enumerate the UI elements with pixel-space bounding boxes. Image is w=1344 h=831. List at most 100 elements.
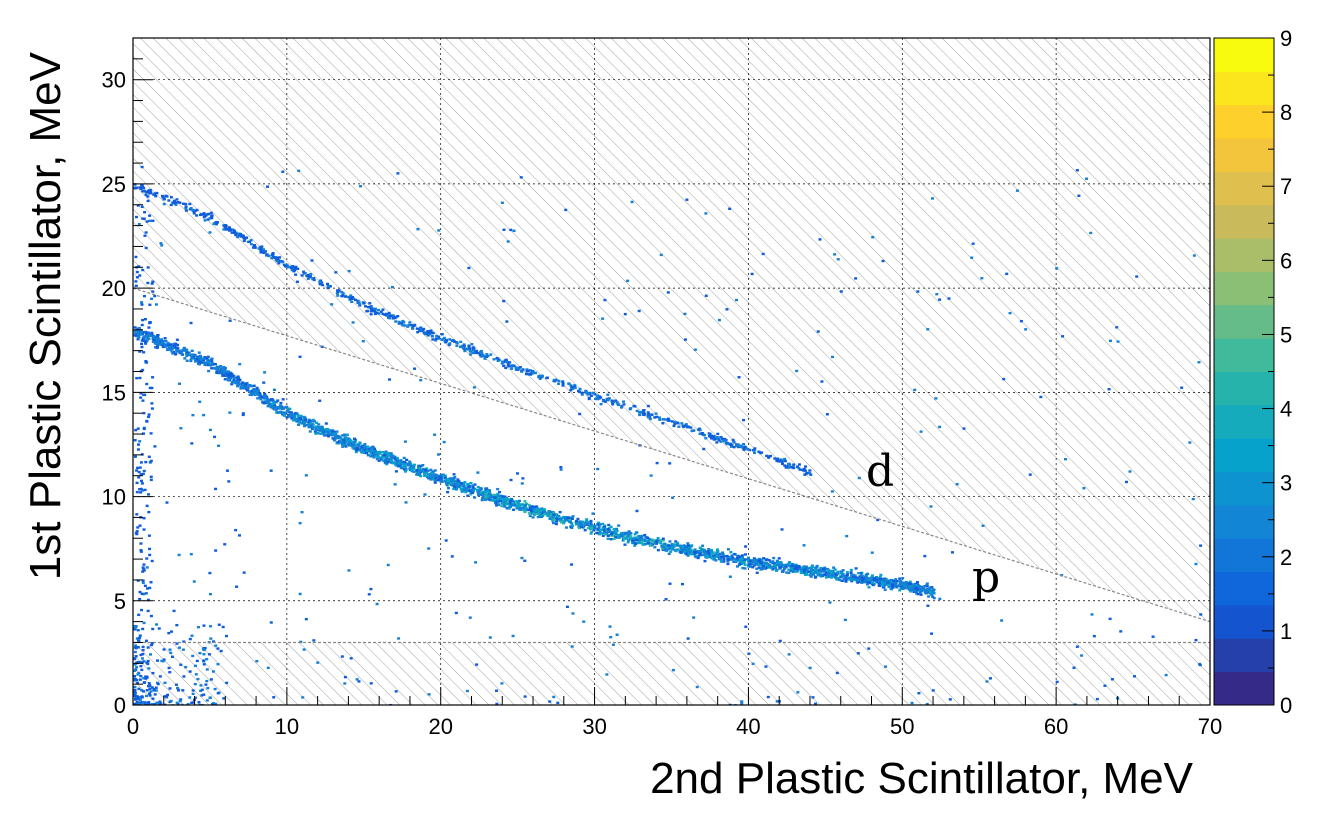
data-point	[216, 692, 220, 695]
data-point	[742, 418, 746, 422]
data-point	[840, 574, 844, 577]
data-point	[156, 681, 160, 685]
data-point	[802, 571, 806, 575]
data-point	[675, 548, 679, 551]
data-point	[685, 551, 689, 554]
data-point	[640, 541, 644, 544]
data-point	[615, 527, 619, 531]
data-point	[466, 482, 470, 486]
data-point	[552, 511, 556, 515]
data-point	[141, 581, 145, 585]
data-point	[281, 170, 285, 173]
data-point	[719, 560, 723, 563]
data-point	[412, 470, 416, 473]
data-point	[231, 375, 235, 378]
data-point	[748, 559, 752, 563]
data-point	[209, 211, 213, 215]
data-point	[217, 369, 221, 373]
data-point	[261, 400, 265, 403]
data-point	[463, 349, 467, 353]
data-point	[520, 556, 524, 560]
data-point	[455, 341, 459, 345]
data-point	[717, 557, 721, 561]
data-point	[653, 416, 657, 419]
data-point	[203, 355, 207, 359]
data-point	[844, 580, 848, 583]
data-point	[444, 539, 448, 542]
data-point	[193, 682, 197, 686]
data-point	[440, 476, 444, 480]
data-point	[552, 695, 556, 699]
data-point	[189, 321, 193, 325]
x-tick-label: 70	[1198, 714, 1222, 739]
data-point	[569, 388, 573, 392]
data-point	[245, 386, 249, 389]
data-point	[236, 384, 240, 388]
colorbar-swatch	[1214, 138, 1274, 172]
data-point	[827, 568, 831, 572]
data-point	[202, 624, 206, 627]
data-point	[147, 190, 151, 193]
data-point	[142, 294, 146, 298]
data-point	[272, 407, 276, 411]
data-point	[381, 450, 385, 454]
data-point	[375, 451, 379, 454]
data-point	[236, 379, 240, 383]
data-point	[324, 422, 328, 425]
data-point	[321, 283, 325, 287]
data-point	[241, 412, 245, 415]
data-point	[694, 551, 698, 554]
data-point	[468, 616, 472, 619]
data-point	[570, 385, 574, 389]
data-point	[415, 468, 419, 472]
data-point	[143, 488, 147, 492]
data-point	[274, 258, 278, 261]
data-point	[455, 344, 459, 347]
data-point	[894, 583, 898, 586]
data-point	[191, 692, 195, 696]
x-tick-label: 10	[275, 714, 299, 739]
data-point	[152, 335, 156, 338]
data-point	[137, 265, 141, 268]
data-point	[148, 687, 152, 691]
data-point	[198, 354, 202, 358]
data-point	[396, 172, 400, 175]
data-point	[452, 478, 456, 481]
data-point	[295, 280, 299, 283]
data-point	[757, 563, 761, 566]
data-point	[359, 184, 363, 188]
data-point	[188, 637, 192, 641]
data-point	[306, 277, 310, 281]
data-point	[541, 511, 545, 514]
data-point	[206, 218, 210, 221]
data-point	[400, 460, 404, 464]
data-point	[175, 198, 179, 201]
data-point	[465, 489, 469, 492]
data-point	[389, 457, 393, 461]
data-point	[744, 447, 748, 450]
data-point	[195, 659, 199, 663]
data-point	[355, 446, 359, 449]
data-point	[436, 476, 440, 479]
data-point	[668, 419, 672, 423]
data-point	[335, 292, 339, 295]
data-point	[621, 539, 625, 542]
data-point	[693, 348, 697, 351]
data-point	[807, 567, 811, 570]
data-point	[504, 358, 508, 362]
data-point	[853, 574, 857, 577]
data-point	[170, 655, 174, 659]
data-point	[369, 452, 373, 455]
x-axis-title: 2nd Plastic Scintillator, MeV	[650, 754, 1194, 803]
data-point	[334, 434, 338, 438]
data-point	[487, 495, 491, 499]
data-point	[848, 576, 852, 580]
data-point	[796, 568, 800, 571]
data-point	[729, 445, 733, 448]
data-point	[776, 563, 780, 567]
data-point	[510, 364, 514, 368]
data-point	[595, 394, 599, 397]
data-point	[704, 212, 708, 215]
data-point	[165, 696, 169, 699]
data-point	[876, 518, 880, 522]
